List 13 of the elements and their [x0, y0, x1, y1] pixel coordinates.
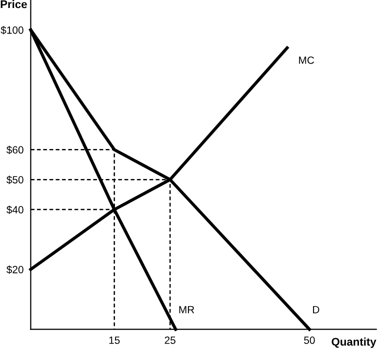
series-label: MR	[179, 306, 194, 314]
y-tick-label: $20	[6, 265, 24, 274]
series-label: D	[313, 306, 320, 314]
x-tick-label: 25	[164, 336, 176, 344]
y-tick-label: $40	[6, 206, 24, 214]
y-tick-label: $50	[6, 176, 24, 184]
y-axis-title: Price	[0, 0, 27, 8]
y-tick-label: $60	[6, 146, 24, 154]
x-tick-label: 50	[304, 336, 315, 344]
y-tick-label: $100	[0, 26, 24, 34]
x-tick-label: 15	[109, 336, 120, 344]
x-axis-title: Quantity	[332, 338, 376, 348]
series-label: MC	[299, 56, 314, 64]
